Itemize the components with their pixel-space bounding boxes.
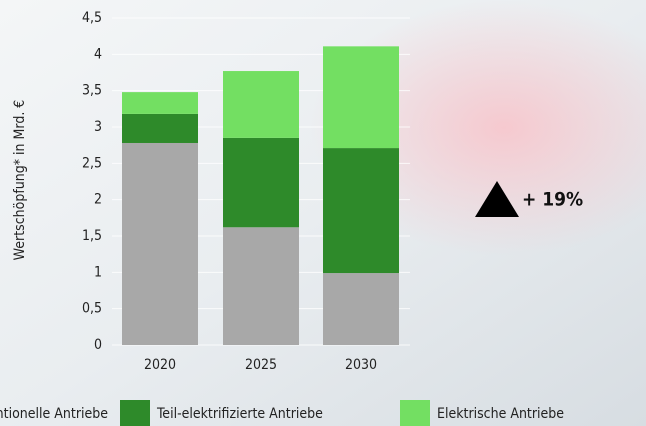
- y-tick-label: 0: [94, 337, 102, 353]
- y-tick-label: 3,5: [82, 83, 102, 99]
- bar-segment: [223, 71, 299, 138]
- x-tick-label: 2025: [245, 357, 277, 373]
- y-tick-label: 4: [94, 46, 102, 62]
- bar-segment: [122, 143, 198, 345]
- y-tick-label: 1: [94, 264, 102, 280]
- y-tick-label: 3: [94, 119, 102, 135]
- bar-segment: [223, 138, 299, 227]
- y-tick-label: 0,5: [82, 301, 102, 317]
- bar-segment: [323, 46, 399, 148]
- bar-segment: [122, 114, 198, 143]
- y-axis-label: Wertschöpfung* in Mrd. €: [12, 100, 28, 261]
- legend-label: Teil-elektrifizierte Antriebe: [156, 406, 323, 422]
- x-tick-label: 2030: [345, 357, 377, 373]
- annotation: + 19%: [522, 189, 583, 211]
- legend-swatch: [400, 400, 430, 426]
- legend-swatch: [120, 400, 150, 426]
- y-tick-label: 2,5: [82, 155, 102, 171]
- bar-segment: [323, 273, 399, 345]
- page: {"chart_data": {"type": "stacked-bar", "…: [0, 0, 646, 426]
- y-tick-label: 4,5: [82, 10, 102, 26]
- bar-segment: [122, 92, 198, 114]
- x-tick-label: 2020: [144, 357, 176, 373]
- y-tick-label: 2: [94, 192, 102, 208]
- legend-label: Konventionelle Antriebe: [0, 406, 108, 422]
- bar-segment: [223, 227, 299, 345]
- legend-label: Elektrische Antriebe: [437, 406, 564, 422]
- bar-segment: [323, 148, 399, 273]
- chart: Wertschöpfung* in Mrd. € + 19% 0 0,5 1 1,5 2…: [0, 0, 646, 426]
- y-tick-label: 1,5: [82, 228, 102, 244]
